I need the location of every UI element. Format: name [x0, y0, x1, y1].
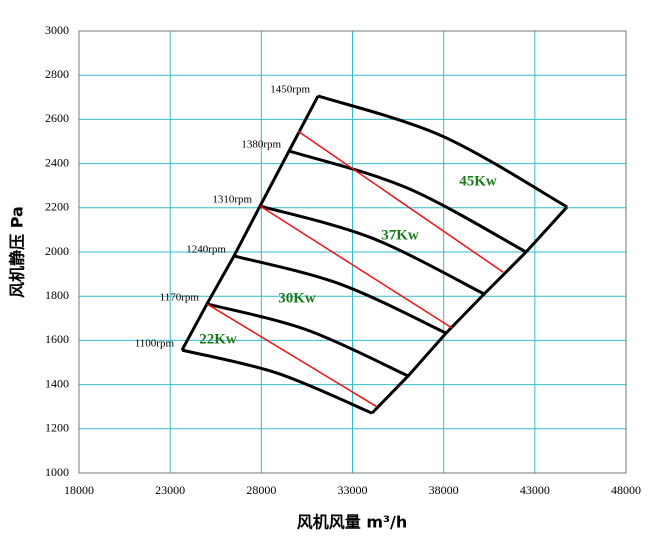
- x-tick-label: 48000: [611, 483, 641, 497]
- power-line: [206, 303, 378, 408]
- power-label: 30Kw: [278, 290, 316, 306]
- y-tick-label: 2000: [45, 244, 69, 258]
- y-tick-label: 3000: [45, 23, 69, 37]
- x-tick-label: 38000: [429, 483, 459, 497]
- rpm-curve: [288, 149, 527, 254]
- y-axis-title: 风机静压 Pa: [8, 206, 27, 298]
- boundary: [370, 205, 569, 415]
- rpm-curve: [317, 94, 568, 209]
- rpm-label: 1380rpm: [241, 139, 281, 151]
- y-tick-label: 1200: [45, 421, 69, 435]
- x-tick-label: 33000: [338, 483, 368, 497]
- rpm-curve: [206, 302, 409, 378]
- y-tick-label: 2600: [45, 111, 69, 125]
- rpm-curve: [259, 204, 485, 296]
- x-tick-label: 28000: [246, 483, 276, 497]
- power-line: [297, 130, 504, 273]
- power-label: 37Kw: [381, 227, 419, 243]
- plot-frame: [78, 30, 627, 474]
- power-label: 45Kw: [459, 173, 497, 189]
- rpm-label: 1170rpm: [160, 291, 200, 303]
- x-tick-label: 43000: [520, 483, 550, 497]
- rpm-curve: [181, 348, 373, 415]
- rpm-label: 1240rpm: [186, 244, 226, 256]
- rpm-curve: [233, 254, 447, 335]
- x-axis-title: 风机风量 m³/h: [297, 513, 408, 532]
- rpm-label: 1310rpm: [212, 194, 252, 206]
- y-tick-label: 2200: [45, 200, 69, 214]
- x-tick-label: 18000: [64, 483, 94, 497]
- rpm-label: 1100rpm: [135, 338, 175, 350]
- power-line: [259, 205, 453, 329]
- boundary: [180, 95, 320, 351]
- y-tick-label: 1400: [45, 376, 69, 390]
- rpm-label: 1450rpm: [270, 84, 310, 96]
- y-tick-label: 1800: [45, 288, 69, 302]
- y-tick-label: 2400: [45, 155, 69, 169]
- y-tick-label: 1000: [45, 465, 69, 479]
- x-tick-label: 23000: [155, 483, 185, 497]
- power-label: 22Kw: [199, 331, 237, 347]
- y-tick-label: 2800: [45, 67, 69, 81]
- y-tick-label: 1600: [45, 332, 69, 346]
